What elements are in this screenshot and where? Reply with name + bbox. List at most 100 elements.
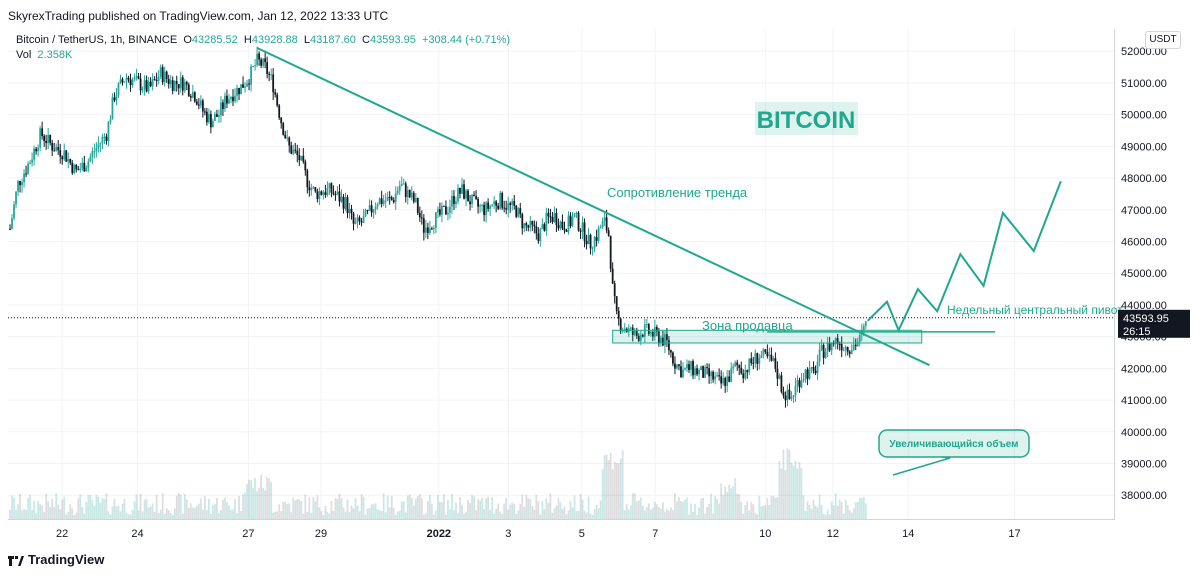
- candle: [256, 53, 258, 66]
- watermark-label: BITCOIN: [757, 107, 856, 134]
- volume-bar: [597, 508, 600, 519]
- volume-bar: [451, 493, 453, 519]
- publisher-header: SkyrexTrading published on TradingView.c…: [8, 9, 389, 23]
- candle: [430, 228, 433, 230]
- candle: [93, 151, 96, 153]
- candle: [244, 86, 246, 88]
- volume-bar: [852, 508, 855, 519]
- volume-bar: [509, 504, 512, 519]
- candle: [145, 80, 148, 92]
- volume-bar: [155, 494, 158, 519]
- candle: [463, 184, 465, 199]
- volume-bar: [402, 501, 405, 519]
- candle: [527, 225, 530, 228]
- candle: [728, 376, 731, 382]
- candle: [569, 215, 572, 226]
- candle: [633, 330, 636, 335]
- candle: [390, 197, 393, 200]
- volume-bar: [236, 512, 238, 519]
- volume-bar: [579, 493, 582, 519]
- volume-bar: [655, 504, 658, 519]
- volume-bar: [143, 499, 146, 519]
- candle: [207, 114, 210, 123]
- candle: [489, 205, 492, 209]
- candle: [736, 362, 739, 366]
- close-value: 43593.95: [369, 34, 416, 46]
- candle: [19, 181, 21, 186]
- price-tag-countdown: 26:15: [1123, 326, 1151, 338]
- volume-bar: [529, 499, 532, 519]
- candle: [306, 170, 309, 188]
- candle: [179, 77, 182, 89]
- volume-bar: [666, 508, 668, 519]
- candle: [220, 102, 222, 116]
- candle: [447, 212, 449, 215]
- candle: [310, 188, 313, 191]
- volume-bar: [796, 468, 799, 519]
- volume-bar: [83, 513, 86, 519]
- volume-bar: [623, 510, 626, 519]
- volume-bar: [85, 501, 88, 519]
- volume-bar: [316, 495, 319, 519]
- candle: [772, 358, 775, 361]
- volume-bar: [21, 510, 23, 519]
- volume-bar: [426, 501, 429, 519]
- volume-bar: [378, 510, 381, 519]
- candle: [37, 147, 40, 152]
- candle: [322, 192, 325, 195]
- candle: [615, 296, 618, 311]
- candle: [163, 71, 166, 83]
- volume-bar: [81, 507, 84, 519]
- candle: [449, 206, 451, 213]
- x-tick-label: 7: [652, 528, 658, 540]
- candle: [828, 342, 831, 351]
- volume-bar: [836, 505, 839, 519]
- candle: [690, 360, 692, 371]
- candle: [294, 149, 297, 151]
- volume-bar: [517, 510, 520, 519]
- volume-bar: [13, 497, 15, 519]
- candle: [358, 217, 361, 222]
- candle: [766, 351, 769, 357]
- volume-bar: [728, 484, 731, 519]
- candle: [113, 97, 116, 101]
- candle: [284, 134, 287, 139]
- candle: [193, 92, 196, 102]
- volume-bar: [69, 504, 72, 519]
- candle: [653, 327, 656, 337]
- candle: [706, 367, 708, 369]
- candle: [9, 228, 11, 230]
- candle: [587, 234, 590, 245]
- candle: [412, 192, 415, 202]
- volume-bar: [565, 514, 568, 519]
- volume-bar: [700, 498, 702, 519]
- volume-bar: [17, 504, 19, 519]
- candle: [27, 163, 29, 174]
- volume-bar: [330, 500, 333, 519]
- candle: [764, 349, 767, 352]
- candle: [338, 191, 341, 202]
- candle: [684, 368, 686, 370]
- volume-bar: [535, 494, 538, 519]
- volume-bar: [818, 494, 821, 519]
- currency-button[interactable]: USDT: [1145, 31, 1181, 49]
- volume-bar: [135, 494, 138, 519]
- chart-pane[interactable]: [8, 29, 1115, 520]
- candle: [782, 391, 785, 396]
- volume-bar: [99, 502, 102, 519]
- candle: [406, 189, 409, 198]
- volume-bar: [515, 513, 518, 519]
- candle: [521, 214, 524, 229]
- volume-bar: [704, 513, 706, 519]
- candle: [398, 185, 401, 191]
- candle: [784, 395, 787, 401]
- volume-bar: [19, 493, 21, 519]
- candle: [29, 162, 31, 164]
- candle: [834, 338, 837, 345]
- volume-bar: [485, 498, 488, 519]
- candle: [623, 328, 626, 330]
- candle: [788, 389, 791, 399]
- candle: [354, 221, 357, 224]
- y-tick-label: 41000.00: [1121, 395, 1167, 407]
